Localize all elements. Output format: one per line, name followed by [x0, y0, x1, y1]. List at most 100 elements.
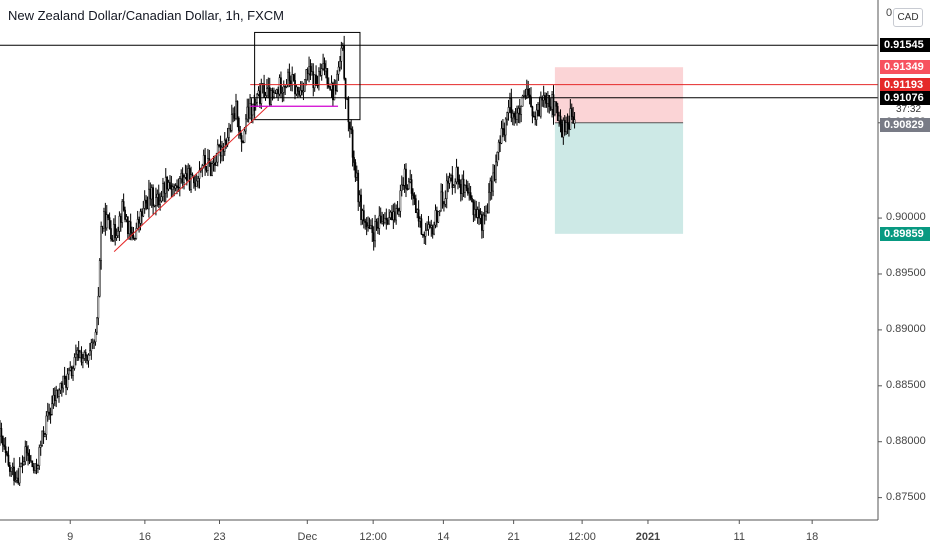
candle-body: [197, 178, 199, 182]
candle-body: [187, 168, 190, 181]
candle-body: [520, 106, 523, 115]
candle-body: [396, 208, 399, 215]
candle-body: [516, 112, 518, 120]
candle-body: [170, 185, 173, 190]
candle-body: [209, 162, 212, 176]
candle-body: [372, 232, 375, 242]
candle-body: [568, 124, 570, 130]
candle-body: [27, 452, 29, 456]
candle-body: [288, 71, 291, 82]
candle-body: [252, 104, 254, 116]
drawings[interactable]: [0, 31, 878, 252]
candle-body: [468, 192, 471, 194]
bar-countdown: 37:32: [896, 104, 922, 116]
y-tick-label: 0.90000: [886, 211, 926, 224]
candle-body: [336, 73, 339, 92]
candle-body: [235, 100, 237, 119]
candle-body: [132, 235, 135, 239]
candle-body: [223, 139, 226, 152]
candle-body: [315, 74, 317, 86]
candle-body: [368, 225, 371, 229]
candle-body: [228, 128, 230, 138]
y-tick-label: 0.89000: [886, 322, 926, 335]
candle-body: [111, 238, 114, 241]
candle-body: [485, 211, 487, 217]
candle-body: [101, 226, 104, 229]
candle-body: [75, 353, 77, 358]
candle-body: [395, 208, 398, 221]
candle-body: [291, 74, 294, 86]
candle-body: [21, 463, 24, 465]
candle-body: [403, 168, 406, 186]
candle-body: [83, 352, 86, 359]
candle-body: [478, 209, 480, 219]
candle-body: [16, 477, 18, 481]
candle-body: [325, 68, 327, 72]
candle-body: [142, 208, 145, 217]
candle-body: [150, 187, 153, 200]
candle-body: [292, 74, 295, 81]
candle-body: [273, 92, 275, 98]
candle-body: [551, 94, 553, 110]
candle-body: [459, 184, 462, 194]
candle-body: [420, 218, 423, 235]
candle-body: [240, 135, 243, 143]
y-tick-label-top: 0: [886, 7, 893, 19]
candle-body: [339, 60, 341, 68]
candle-body: [375, 221, 378, 228]
candle-body: [28, 455, 31, 462]
candle-body: [250, 103, 253, 116]
candle-body: [135, 228, 138, 239]
candle-body: [476, 209, 479, 218]
candle-body: [572, 116, 575, 124]
candle-body: [118, 215, 121, 232]
candle-body: [417, 209, 420, 222]
candle-body: [4, 446, 7, 453]
price-tag: 0.91545: [880, 38, 930, 53]
candle-body: [496, 152, 499, 163]
candle-body: [134, 237, 136, 240]
candle-body: [181, 172, 184, 183]
candle-body: [48, 411, 51, 415]
candle-body: [157, 193, 160, 206]
currency-badge[interactable]: CAD: [893, 8, 923, 27]
candle-body: [306, 69, 309, 75]
candle-body: [365, 222, 368, 228]
candle-body: [399, 190, 402, 212]
candle-body: [45, 415, 48, 435]
candle-body: [374, 221, 376, 242]
candle-body: [295, 86, 298, 95]
candle-body: [204, 155, 206, 167]
candle-body: [450, 175, 452, 179]
candle-body: [1, 435, 4, 446]
price-tag: 0.89859: [880, 226, 930, 241]
candle-body: [528, 94, 531, 98]
candle-body: [466, 187, 469, 194]
candle-body: [164, 177, 167, 194]
candle-body: [17, 477, 20, 484]
x-tick-label: 11: [733, 531, 745, 543]
candle-body: [454, 181, 457, 187]
candle-body: [562, 120, 565, 138]
candle-body: [145, 199, 147, 204]
candle-body: [398, 210, 400, 215]
candle-body: [444, 198, 447, 205]
candle-body: [268, 87, 271, 105]
candle-body: [410, 179, 413, 194]
candle-body: [191, 174, 194, 177]
candle-body: [532, 115, 535, 118]
candle-body: [341, 45, 344, 49]
axes: [0, 0, 882, 524]
take-profit-zone: [554, 122, 684, 234]
candle-body: [431, 225, 434, 235]
candle-body: [100, 226, 102, 261]
candle-body: [162, 183, 164, 197]
candle-body: [549, 106, 552, 110]
candle-body: [260, 83, 263, 104]
short-position-tool[interactable]: [554, 67, 684, 234]
stop-loss-zone: [554, 67, 684, 123]
candle-body: [441, 191, 444, 207]
candle-body: [301, 90, 303, 93]
